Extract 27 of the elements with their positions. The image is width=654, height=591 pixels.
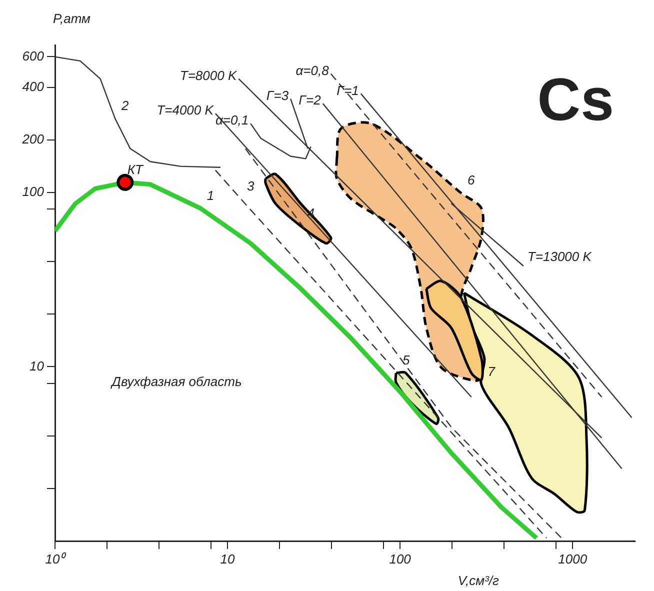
annotation: КТ [127,162,144,178]
series-label: T=4000 K [156,102,215,118]
x-tick-label: 1000 [558,551,588,566]
chart-title: Cs [537,66,614,133]
series-label: Γ=1 [336,82,359,98]
x-tick-label: 100 [389,551,412,566]
series-label: α=0,8 [296,62,330,78]
annotation: 2 [120,98,130,114]
y-tick-label: 100 [22,184,45,199]
annotation: Двухфазная область [110,374,242,389]
annotation: 7 [488,364,496,380]
y-tick-label: 400 [22,78,45,94]
y-tick-label: 10 [30,358,45,374]
y-tick-label: 600 [22,48,45,64]
x-axis-title: V,см³/г [458,573,500,588]
y-tick-label: 200 [21,131,45,146]
annotation: 6 [468,172,476,188]
y-axis-title: P,атм [53,11,91,26]
series-label: Γ=3 [266,88,290,103]
annotation: 3 [246,178,255,194]
series-label: T=13000 K [527,249,593,264]
x-tick-label: 10⁰ [45,551,67,566]
annotation: 1 [206,188,214,203]
x-tick-label: 10 [220,551,236,566]
annotation: 5 [402,352,410,368]
series-label: T=8000 K [180,68,238,83]
series-label: Γ=2 [298,92,322,108]
